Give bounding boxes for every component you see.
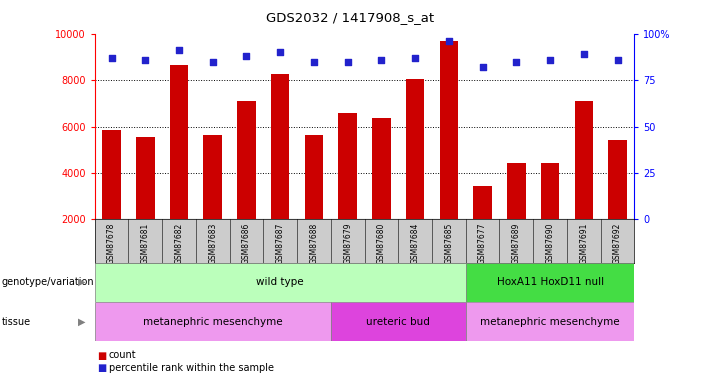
Text: GSM87684: GSM87684 [411, 223, 420, 264]
Text: GSM87688: GSM87688 [309, 223, 318, 264]
Text: GSM87685: GSM87685 [444, 223, 454, 264]
Text: GSM87680: GSM87680 [377, 223, 386, 264]
Point [241, 53, 252, 59]
Point [139, 57, 151, 63]
Point [477, 64, 488, 70]
Text: GSM87687: GSM87687 [275, 223, 285, 264]
Bar [136, 138, 154, 219]
Bar [237, 101, 256, 219]
Text: metanephric mesenchyme: metanephric mesenchyme [480, 316, 620, 327]
Text: GSM87679: GSM87679 [343, 223, 352, 264]
Bar [102, 130, 121, 219]
Text: GDS2032 / 1417908_s_at: GDS2032 / 1417908_s_at [266, 11, 435, 24]
Text: ■: ■ [97, 363, 106, 373]
Bar [507, 162, 526, 219]
Bar [331, 302, 465, 341]
Text: HoxA11 HoxD11 null: HoxA11 HoxD11 null [496, 277, 604, 287]
Bar [271, 74, 290, 219]
Bar [170, 65, 189, 219]
Bar [95, 302, 331, 341]
Text: GSM87692: GSM87692 [613, 223, 622, 264]
Bar [465, 262, 634, 302]
Text: GSM87682: GSM87682 [175, 223, 184, 264]
Point [612, 57, 623, 63]
Bar [406, 79, 424, 219]
Point [409, 55, 421, 61]
Point [275, 50, 286, 55]
Point [342, 58, 353, 64]
Text: genotype/variation: genotype/variation [1, 277, 94, 287]
Bar [305, 135, 323, 219]
Text: percentile rank within the sample: percentile rank within the sample [109, 363, 273, 373]
Point [443, 38, 454, 44]
Text: metanephric mesenchyme: metanephric mesenchyme [143, 316, 283, 327]
Text: GSM87683: GSM87683 [208, 223, 217, 264]
Bar [575, 101, 593, 219]
Bar [372, 118, 390, 219]
Point [207, 58, 218, 64]
Text: wild type: wild type [257, 277, 304, 287]
Bar [473, 186, 492, 219]
Text: GSM87686: GSM87686 [242, 223, 251, 264]
Text: ureteric bud: ureteric bud [367, 316, 430, 327]
Text: tissue: tissue [1, 316, 31, 327]
Point [578, 51, 590, 57]
Text: ■: ■ [97, 351, 106, 360]
Text: ▶: ▶ [78, 277, 86, 287]
Point [106, 55, 117, 61]
Bar [608, 141, 627, 219]
Bar [203, 135, 222, 219]
Point [376, 57, 387, 63]
Text: GSM87689: GSM87689 [512, 223, 521, 264]
Text: GSM87691: GSM87691 [579, 223, 588, 264]
Bar [465, 302, 634, 341]
Bar [339, 112, 357, 219]
Bar [540, 162, 559, 219]
Text: GSM87681: GSM87681 [141, 223, 150, 264]
Point [545, 57, 556, 63]
Text: count: count [109, 351, 136, 360]
Text: ▶: ▶ [78, 316, 86, 327]
Text: GSM87690: GSM87690 [545, 223, 554, 264]
Point [308, 58, 320, 64]
Text: GSM87677: GSM87677 [478, 223, 487, 264]
Text: GSM87678: GSM87678 [107, 223, 116, 264]
Point [511, 58, 522, 64]
Point [173, 48, 184, 54]
Bar [95, 262, 465, 302]
Bar [440, 41, 458, 219]
